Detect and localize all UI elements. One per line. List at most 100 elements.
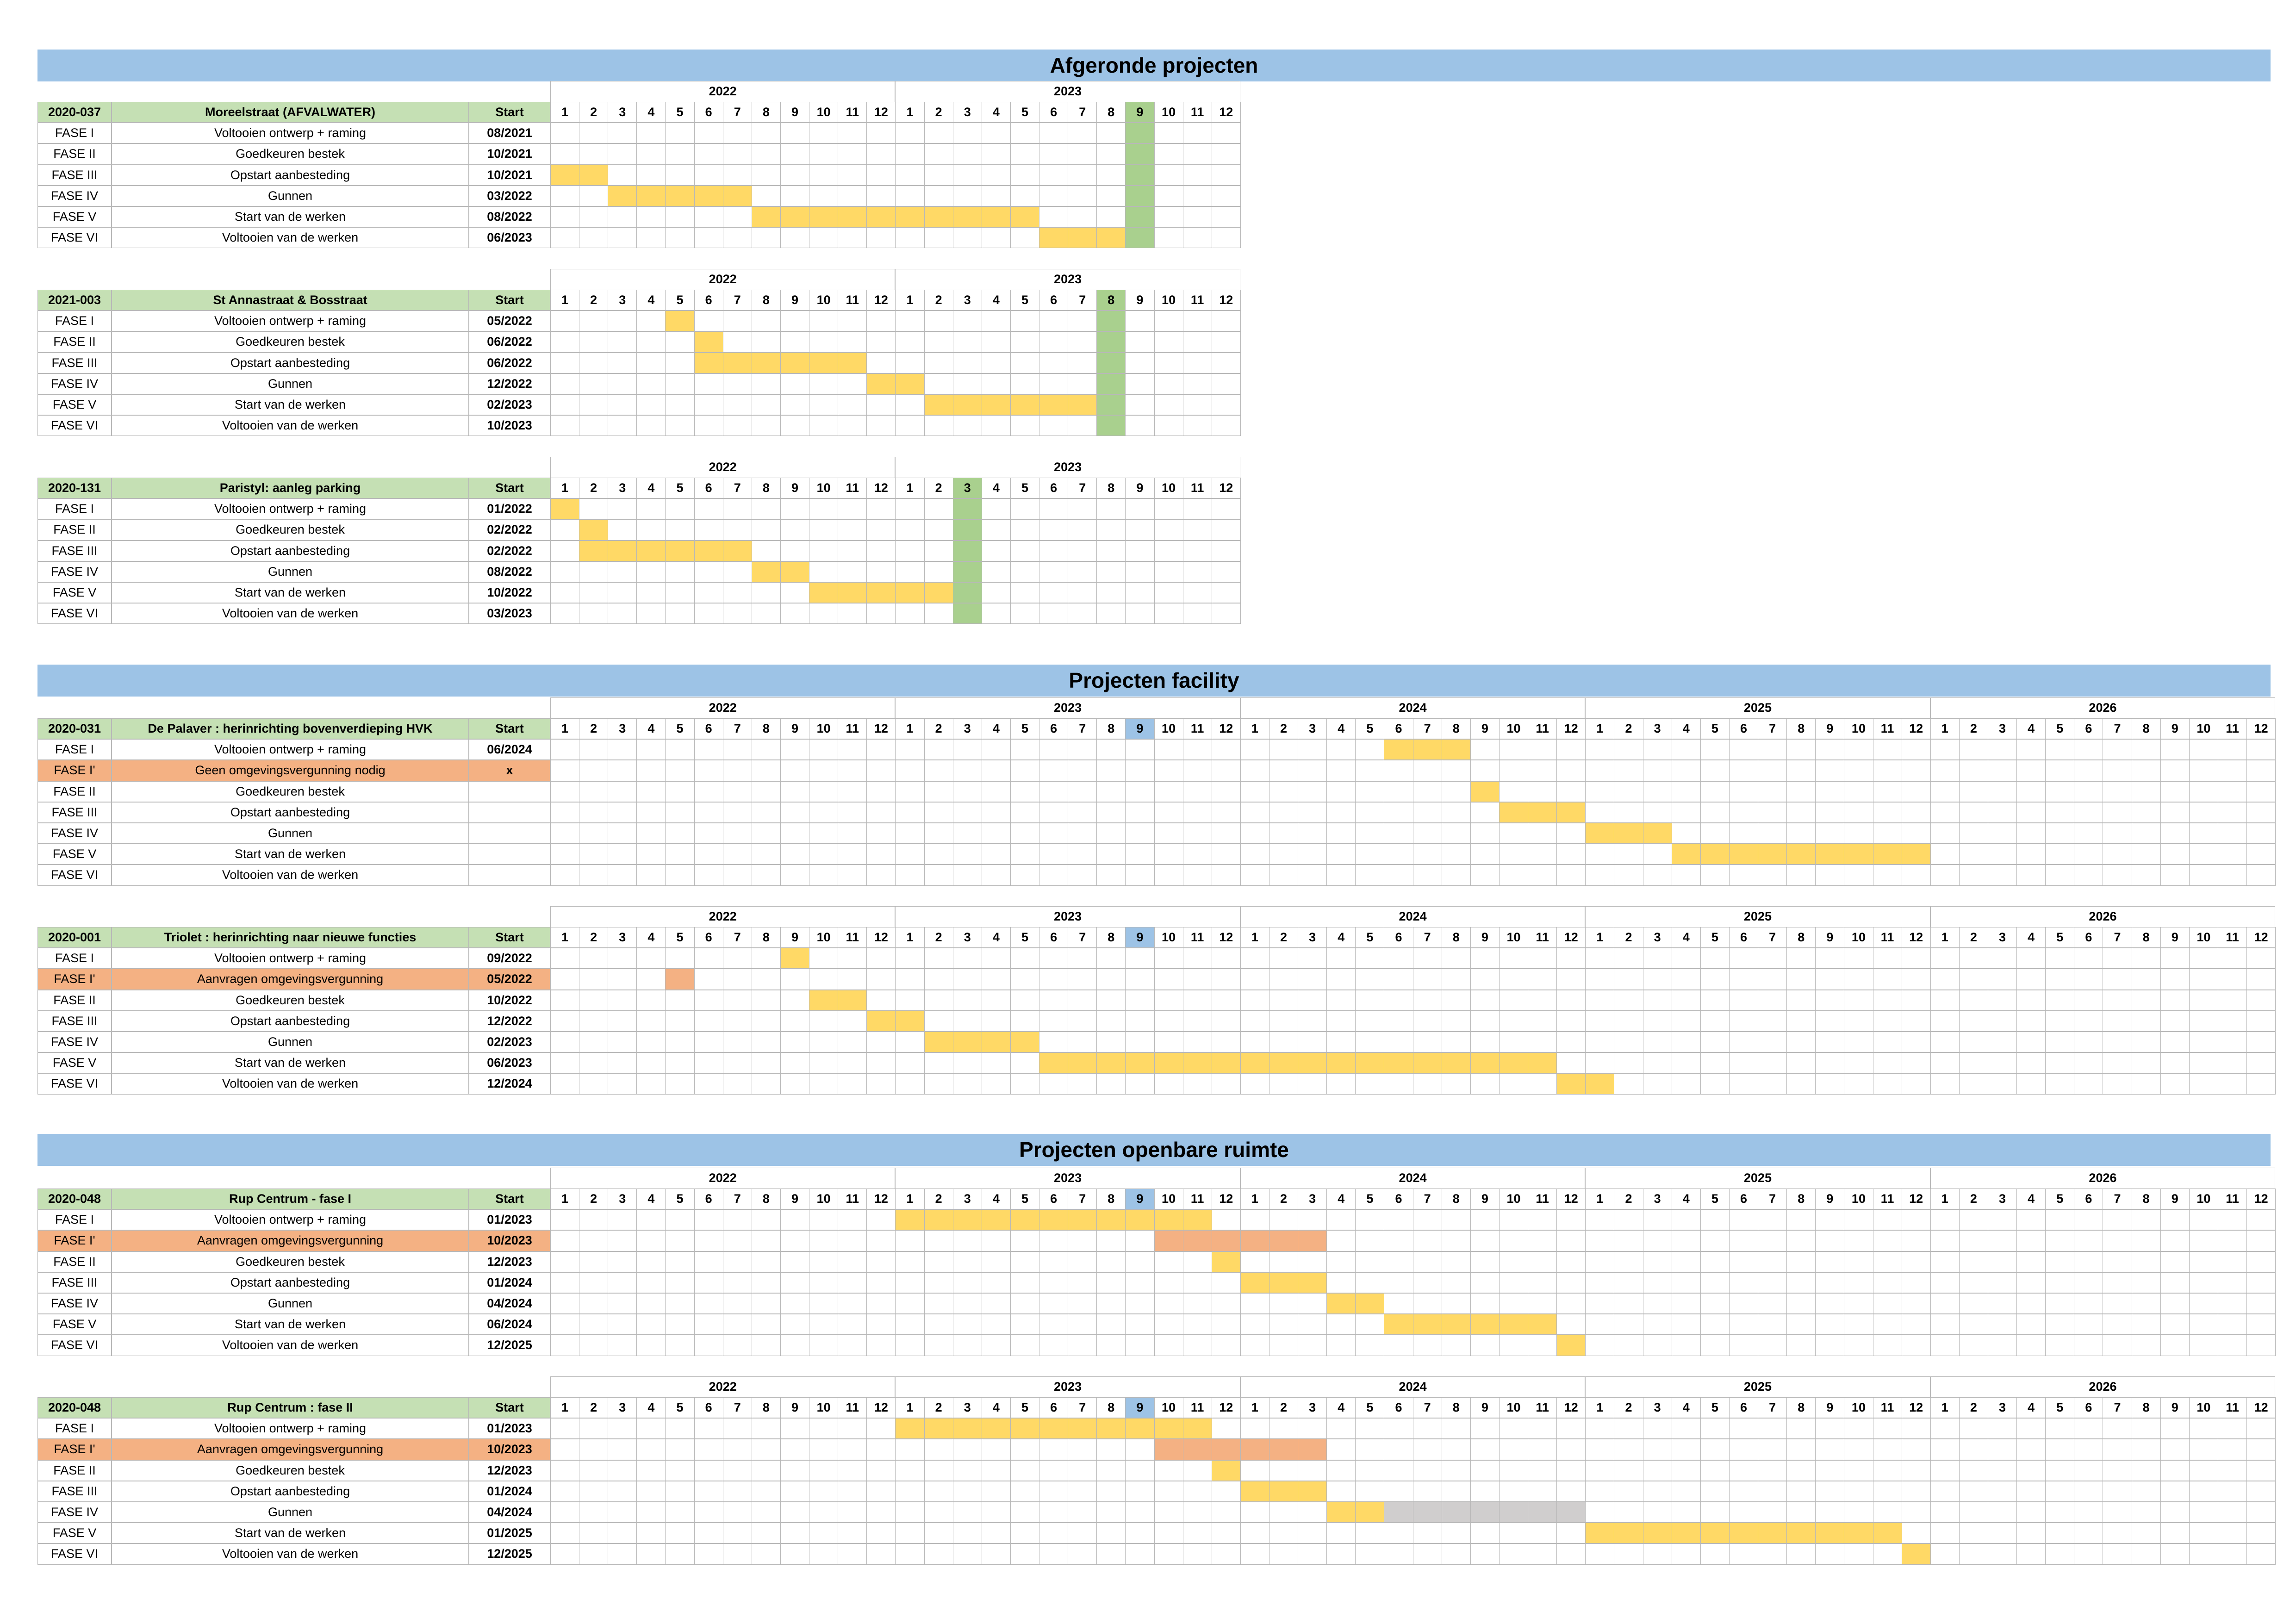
- phase-start-date: 01/2024: [469, 1481, 550, 1502]
- month-label: 1: [550, 718, 580, 740]
- timeline-cell: [1039, 1209, 1069, 1231]
- timeline-cell: [2103, 1230, 2132, 1251]
- timeline-cell: [780, 185, 810, 206]
- timeline-cell: [2131, 760, 2161, 781]
- timeline-cell: [2074, 1439, 2103, 1460]
- month-label: 3: [952, 927, 982, 948]
- month-label: 11: [1873, 1188, 1902, 1210]
- timeline-cell: [1125, 1502, 1155, 1523]
- timeline-cell: [2131, 1052, 2161, 1074]
- timeline-cell: [838, 1251, 867, 1272]
- timeline-cell: [1182, 739, 1212, 760]
- project-code: 2020-048: [37, 1397, 112, 1419]
- month-label: 6: [2074, 1397, 2103, 1419]
- timeline-cell: [751, 206, 781, 228]
- project-name: Paristyl: aanleg parking: [112, 478, 469, 499]
- timeline-cell: [2045, 969, 2075, 990]
- month-label: 3: [608, 290, 637, 311]
- timeline-cell: [722, 1481, 752, 1502]
- timeline-cell: [722, 969, 752, 990]
- timeline-cell: [1470, 1523, 1500, 1544]
- timeline-cell: [1556, 1418, 1586, 1439]
- timeline-cell: [1614, 1523, 1643, 1544]
- timeline-cell: [751, 1502, 781, 1523]
- timeline-cell: [1125, 969, 1155, 990]
- timeline-cell: [1068, 561, 1097, 582]
- timeline-cell: [2160, 1073, 2190, 1095]
- timeline-cell: [751, 1418, 781, 1439]
- phase-description: Start van de werken: [112, 1523, 469, 1544]
- timeline-cell: [1269, 1439, 1299, 1460]
- timeline-cell: [550, 519, 580, 541]
- timeline-cell: [1355, 1314, 1385, 1335]
- timeline-cell: [1930, 1335, 1960, 1356]
- month-label: 5: [1355, 1188, 1385, 1210]
- timeline-cell: [665, 844, 695, 865]
- timeline-cell: [1671, 1251, 1701, 1272]
- timeline-cell: [722, 1418, 752, 1439]
- timeline-cell: [1182, 185, 1212, 206]
- timeline-cell: [1039, 1052, 1069, 1074]
- timeline-cell: [722, 227, 752, 249]
- timeline-cell: [1039, 760, 1069, 781]
- timeline-cell: [694, 1439, 723, 1460]
- timeline-cell: [1125, 844, 1155, 865]
- month-label: 4: [1671, 927, 1701, 948]
- timeline-cell: [636, 823, 666, 844]
- phase-label: FASE IV: [37, 823, 112, 844]
- timeline-cell: [1873, 989, 1902, 1011]
- timeline-cell: [1154, 1052, 1183, 1074]
- month-label: 9: [2160, 718, 2190, 740]
- timeline-cell: [1499, 989, 1529, 1011]
- timeline-cell: [2045, 1418, 2075, 1439]
- timeline-cell: [895, 865, 925, 886]
- timeline-cell: [1211, 561, 1241, 582]
- timeline-cell: [952, 164, 982, 186]
- timeline-cell: [608, 123, 637, 144]
- timeline-cell: [1700, 865, 1730, 886]
- month-label: 6: [1039, 1397, 1069, 1419]
- month-label: 1: [1930, 1397, 1960, 1419]
- timeline-cell: [2217, 1251, 2247, 1272]
- timeline-cell: [809, 603, 839, 624]
- timeline-cell: [1269, 1010, 1299, 1032]
- timeline-cell: [1441, 1418, 1471, 1439]
- timeline-cell: [2246, 1481, 2276, 1502]
- timeline-cell: [1154, 1543, 1183, 1565]
- timeline-cell: [1326, 989, 1356, 1011]
- timeline-cell: [665, 1209, 695, 1231]
- month-label: 12: [1211, 1397, 1241, 1419]
- timeline-cell: [579, 123, 609, 144]
- timeline-cell: [1556, 1052, 1586, 1074]
- month-label: 6: [694, 290, 723, 311]
- timeline-cell: [1154, 540, 1183, 561]
- timeline-cell: [1298, 823, 1327, 844]
- phase-start-date: 08/2022: [469, 206, 550, 228]
- timeline-cell: [608, 1543, 637, 1565]
- timeline-cell: [636, 1010, 666, 1032]
- month-label: 12: [2246, 718, 2276, 740]
- phase-label: FASE III: [37, 352, 112, 373]
- timeline-cell: [722, 311, 752, 332]
- month-label: 1: [895, 927, 925, 948]
- timeline-cell: [809, 311, 839, 332]
- timeline-cell: [1039, 373, 1069, 394]
- timeline-cell: [1211, 781, 1241, 802]
- timeline-cell: [722, 373, 752, 394]
- timeline-cell: [665, 415, 695, 436]
- timeline-cell: [924, 823, 953, 844]
- timeline-cell: [1930, 969, 1960, 990]
- month-label: 4: [2016, 1188, 2046, 1210]
- timeline-cell: [1269, 1251, 1299, 1272]
- timeline-cell: [1154, 969, 1183, 990]
- timeline-cell: [1700, 1439, 1730, 1460]
- month-label: 2: [924, 1188, 953, 1210]
- year-label: 2024: [1240, 1376, 1586, 1397]
- month-label: 1: [550, 1188, 580, 1210]
- timeline-cell: [1096, 802, 1126, 823]
- month-label: 9: [2160, 927, 2190, 948]
- timeline-cell: [1326, 1523, 1356, 1544]
- timeline-cell: [1039, 1418, 1069, 1439]
- timeline-cell: [2103, 1032, 2132, 1053]
- timeline-cell: [1010, 1460, 1040, 1481]
